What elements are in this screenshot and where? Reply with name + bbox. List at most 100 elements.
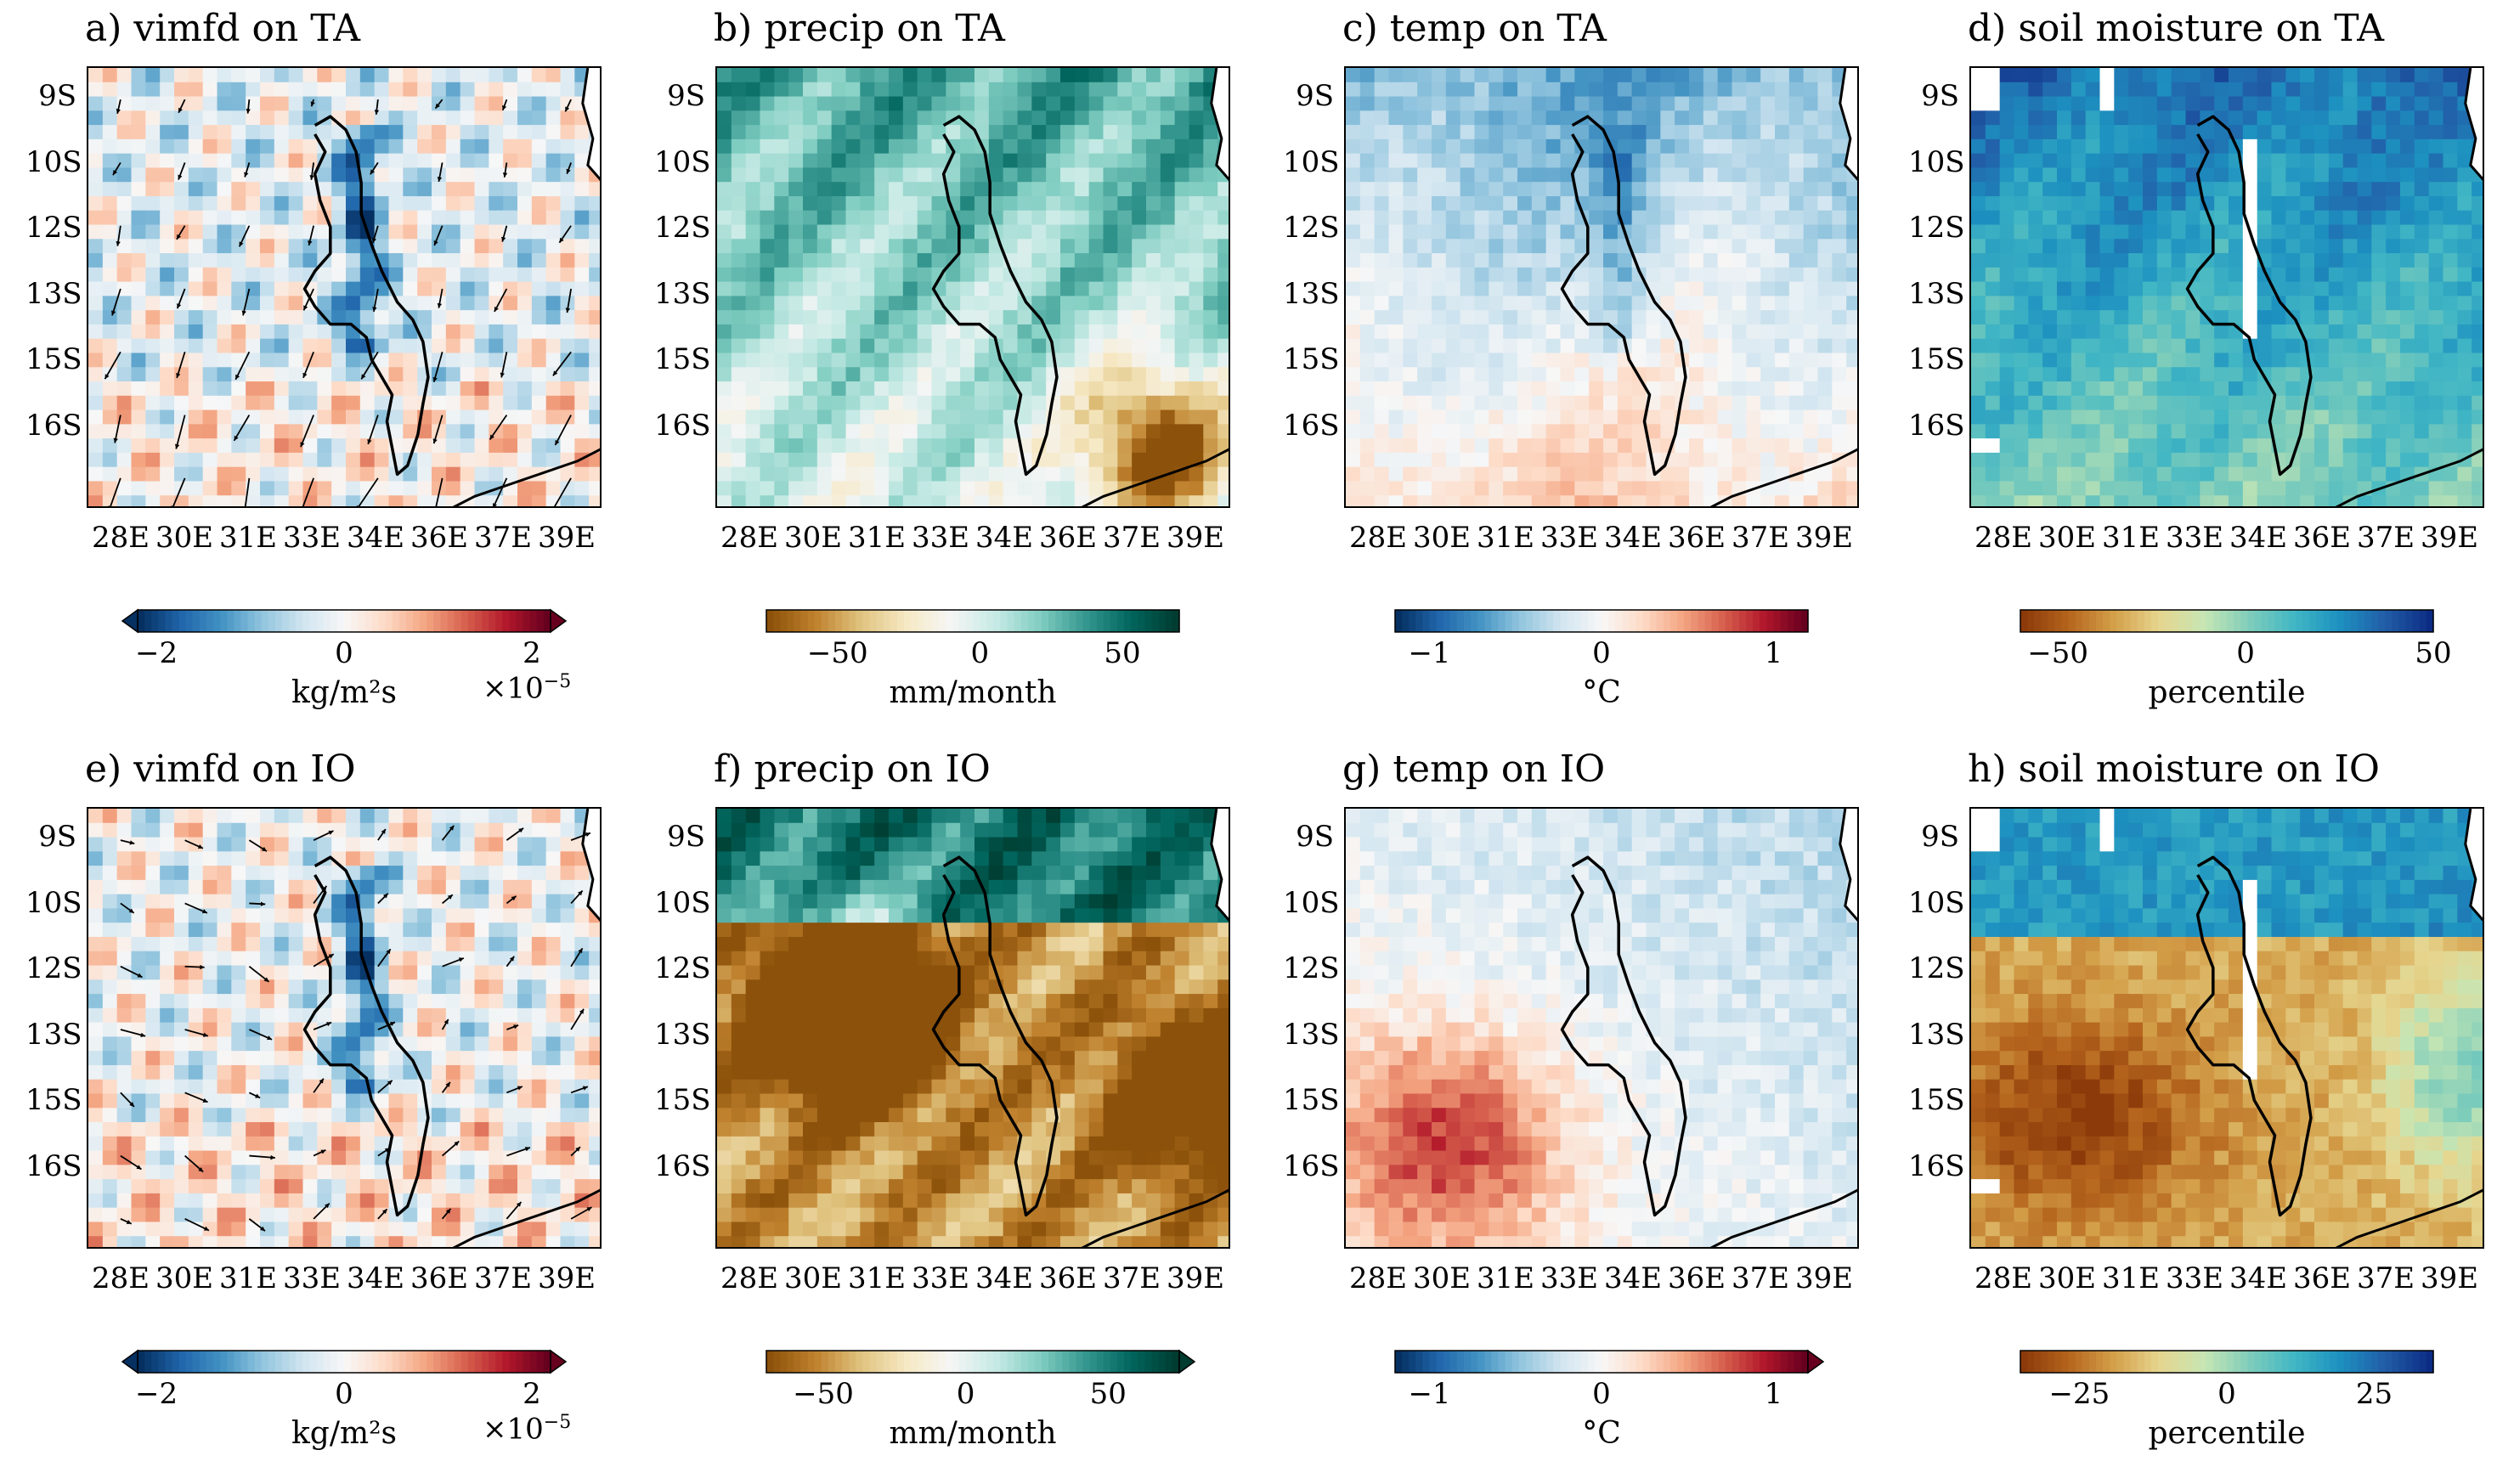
heatmap-cell	[574, 409, 590, 425]
coastline-south	[1081, 448, 1229, 506]
heatmap-cell	[1560, 424, 1575, 439]
heatmap-cell	[460, 809, 476, 824]
heatmap-cell	[1203, 466, 1218, 482]
heatmap-cell	[1359, 495, 1376, 506]
heatmap-cell	[1489, 353, 1504, 368]
heatmap-cell	[1489, 452, 1504, 468]
heatmap-cell	[2229, 267, 2244, 283]
heatmap-cell	[2200, 82, 2215, 98]
heatmap-cell	[1046, 210, 1061, 226]
heatmap-cell	[874, 153, 890, 169]
heatmap-cell	[1103, 409, 1118, 425]
heatmap-cell	[1503, 381, 1518, 397]
heatmap-cell	[960, 68, 975, 83]
heatmap-cell	[2242, 167, 2258, 183]
heatmap-cell	[2271, 424, 2286, 439]
heatmap-cell	[1746, 125, 1761, 140]
heatmap-cell	[1160, 367, 1176, 382]
heatmap-cell	[988, 466, 1004, 482]
heatmap-cell	[302, 239, 318, 254]
heatmap-cell	[1460, 68, 1476, 83]
heatmap-cell	[2472, 353, 2483, 368]
colorbar-segment	[405, 610, 414, 632]
flux-arrow	[242, 288, 251, 316]
colorbar-segment	[2412, 610, 2421, 632]
heatmap-cell	[1174, 267, 1190, 283]
heatmap-cell	[1074, 281, 1090, 296]
heatmap-cell	[246, 210, 261, 226]
heatmap-cell	[202, 353, 218, 368]
heatmap-cell	[1074, 452, 1090, 468]
heatmap-cell	[102, 224, 118, 240]
heatmap-cell	[2128, 466, 2144, 482]
heatmap-cell	[1445, 381, 1461, 397]
heatmap-cell	[1103, 324, 1118, 340]
heatmap-cell	[889, 267, 904, 283]
colorbar-segment	[523, 610, 531, 632]
heatmap-cell	[2214, 239, 2229, 254]
heatmap-cell	[317, 424, 332, 439]
heatmap-cell	[1589, 224, 1604, 240]
heatmap-cell	[1646, 138, 1661, 155]
heatmap-cell	[2057, 68, 2072, 83]
heatmap-cell	[217, 481, 232, 496]
heatmap-cell	[1060, 195, 1076, 212]
heatmap-cell	[460, 210, 476, 226]
heatmap-cell	[1359, 409, 1376, 425]
heatmap-cell	[1999, 224, 2015, 240]
heatmap-cell	[1999, 96, 2015, 111]
heatmap-cell	[1617, 68, 1633, 83]
heatmap-cell	[1088, 125, 1104, 140]
heatmap-cell	[2057, 224, 2072, 240]
heatmap-cell	[1088, 466, 1104, 482]
heatmap-cell	[2114, 310, 2129, 325]
multiplier-exponent: −5	[543, 671, 572, 692]
heatmap-cell	[1775, 409, 1790, 425]
heatmap-cell	[331, 267, 347, 283]
x-tick-label: 30E	[783, 521, 843, 555]
heatmap-cell	[2143, 281, 2158, 296]
heatmap-cell	[917, 353, 933, 368]
heatmap-cell	[2400, 381, 2415, 397]
heatmap-cell	[1817, 466, 1833, 482]
heatmap-cell	[1088, 338, 1104, 354]
colorbar-segment	[268, 610, 276, 632]
heatmap-cell	[1374, 324, 1390, 340]
heatmap-cell	[2242, 281, 2258, 296]
heatmap-cell	[432, 267, 447, 283]
heatmap-cell	[317, 182, 332, 197]
heatmap-cell	[445, 310, 461, 325]
heatmap-cell	[1717, 96, 1733, 111]
colorbar-segment	[529, 610, 538, 632]
heatmap-cell	[1132, 267, 1147, 283]
heatmap-cell	[217, 253, 232, 268]
heatmap-cell	[2300, 267, 2315, 283]
heatmap-cell	[246, 110, 261, 126]
heatmap-cell	[931, 68, 946, 83]
heatmap-cell	[1817, 353, 1833, 368]
heatmap-cell	[2099, 125, 2115, 140]
heatmap-cell	[1460, 195, 1476, 212]
heatmap-cell	[160, 96, 175, 111]
heatmap-cell	[160, 395, 175, 411]
heatmap-cell	[116, 324, 133, 340]
heatmap-cell	[202, 239, 218, 254]
heatmap-cell	[1517, 110, 1533, 126]
heatmap-cell	[1545, 296, 1562, 311]
heatmap-cell	[246, 253, 261, 268]
heatmap-cell	[1660, 182, 1675, 197]
heatmap-cell	[2457, 267, 2472, 283]
heatmap-cell	[231, 138, 246, 155]
heatmap-cell	[1074, 125, 1090, 140]
heatmap-cell	[1060, 82, 1076, 98]
heatmap-cell	[545, 125, 562, 140]
heatmap-cell	[1203, 409, 1218, 425]
heatmap-cell	[2357, 253, 2372, 268]
heatmap-cell	[1517, 138, 1533, 155]
heatmap-cell	[589, 353, 600, 368]
heatmap-cell	[2042, 324, 2058, 340]
heatmap-cell	[2028, 153, 2043, 169]
heatmap-cell	[1489, 367, 1504, 382]
heatmap-cell	[1432, 210, 1447, 226]
heatmap-cell	[246, 182, 261, 197]
